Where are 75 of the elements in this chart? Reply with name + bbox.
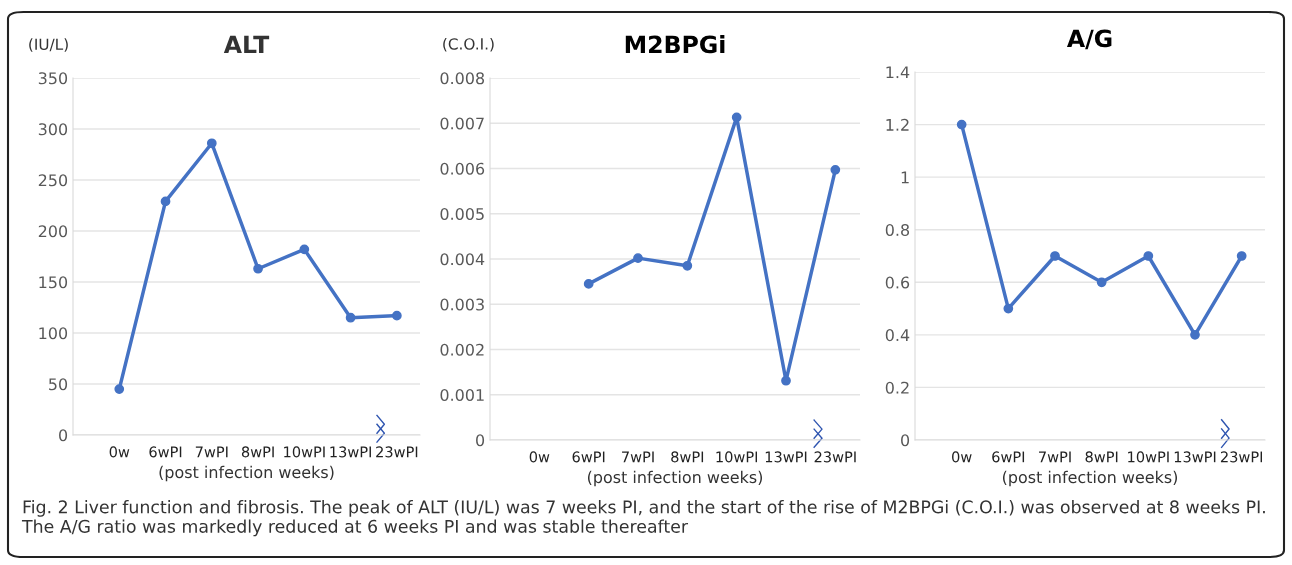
y-tick-label: 0.006 xyxy=(440,162,485,175)
x-tick-label: 6wPI xyxy=(572,451,605,463)
x-tick-label: 23wPI xyxy=(1220,451,1263,463)
point xyxy=(781,375,791,386)
point xyxy=(1050,251,1060,261)
y-tick-label: 0.2 xyxy=(885,381,909,394)
point xyxy=(1003,303,1014,314)
point xyxy=(583,279,594,289)
y-tick-label: 200 xyxy=(38,225,68,238)
y-tick-label: 300 xyxy=(38,123,68,136)
point xyxy=(1143,251,1154,261)
point xyxy=(160,196,171,207)
y-tick-label: 0.8 xyxy=(885,223,910,237)
y-tick-label: 0.005 xyxy=(440,207,484,221)
x-tick-label: 7wPI xyxy=(622,451,654,463)
y-tick-label: 150 xyxy=(39,276,68,289)
point xyxy=(731,112,742,123)
x-axis-title: (post infection weeks) xyxy=(587,470,763,487)
point xyxy=(114,384,125,394)
y-tick-label: 0.004 xyxy=(440,253,485,266)
x-tick-label: 7wPI xyxy=(195,446,228,458)
point xyxy=(299,244,310,255)
point xyxy=(1096,277,1107,288)
chart-title: ALT xyxy=(223,35,270,53)
x-tick-label: 23wPI xyxy=(376,446,418,458)
point xyxy=(682,260,693,271)
y-axis-title: (C.O.I.) xyxy=(443,37,494,52)
x-axis-title: (post infection weeks) xyxy=(159,465,334,482)
point xyxy=(956,119,967,130)
x-tick-label: 8wPI xyxy=(1085,451,1118,463)
y-tick-label: 1.4 xyxy=(886,66,910,79)
chart-title: M2BPGi xyxy=(625,35,725,54)
y-tick-label: 0.007 xyxy=(440,117,484,130)
x-tick-label: 6wPI xyxy=(149,446,182,458)
point xyxy=(1190,329,1200,340)
y-tick-label: 50 xyxy=(49,378,68,391)
y-tick-label: 0.6 xyxy=(885,276,910,289)
x-axis-title: (post infection weeks) xyxy=(1002,470,1178,487)
y-tick-label: 1.2 xyxy=(886,118,909,131)
x-tick-label: 8wPI xyxy=(671,451,704,463)
y-tick-label: 0 xyxy=(476,434,485,447)
point xyxy=(253,263,263,274)
point xyxy=(392,310,402,321)
x-tick-label: 13wPI xyxy=(1174,451,1216,463)
point xyxy=(1236,251,1247,261)
x-tick-label: 6wPI xyxy=(992,451,1025,463)
y-tick-label: 0.003 xyxy=(440,298,484,311)
chart-title: A/G xyxy=(1066,29,1112,50)
y-tick-label: 250 xyxy=(38,174,68,187)
y-tick-label: 0.002 xyxy=(440,343,484,356)
y-tick-label: 0 xyxy=(59,429,68,442)
caption: Fig. 2 Liver function and fibrosis. The peak of ALT (IU/L) was 7 weeks PI, and the start of the rise of M2BPGi (C.O.I.) was observed at 8 weeks PI. The A/G ratio was markedly reduced at 6 weeks PI and was stable thereafter xyxy=(21,500,1265,537)
x-tick-label: 7wPI xyxy=(1039,451,1071,463)
x-tick-label: 0w xyxy=(529,451,550,463)
y-tick-label: 0.4 xyxy=(885,329,910,342)
y-tick-label: 0.001 xyxy=(440,388,484,402)
x-tick-label: 13wPI xyxy=(330,446,371,458)
point xyxy=(830,164,841,175)
x-tick-label: 10wPI xyxy=(1128,451,1169,463)
y-axis-title: (IU/L) xyxy=(29,38,68,52)
y-tick-label: 1 xyxy=(901,171,909,184)
y-tick-label: 350 xyxy=(38,72,68,85)
point xyxy=(345,312,356,323)
point xyxy=(633,253,643,263)
x-tick-label: 0w xyxy=(952,451,972,463)
x-tick-label: 23wPI xyxy=(814,451,856,463)
x-tick-label: 10wPI xyxy=(716,451,758,463)
x-tick-label: 10wPI xyxy=(284,446,325,458)
point xyxy=(206,138,217,149)
x-tick-label: 13wPI xyxy=(765,451,807,463)
x-tick-label: 8wPI xyxy=(241,446,274,458)
y-tick-label: 0 xyxy=(901,434,910,447)
x-tick-label: 0w xyxy=(109,446,130,458)
y-tick-label: 0.008 xyxy=(440,72,485,85)
y-tick-label: 100 xyxy=(39,327,68,340)
